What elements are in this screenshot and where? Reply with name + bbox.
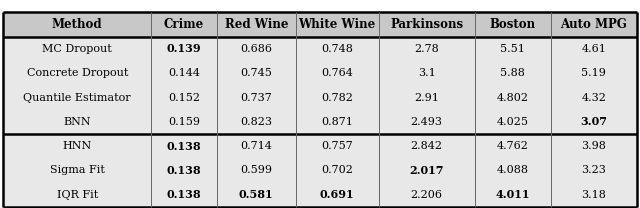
Text: 0.737: 0.737 [241, 93, 272, 103]
Text: IQR Fit: IQR Fit [56, 190, 98, 200]
Text: 3.18: 3.18 [581, 190, 606, 200]
Text: 3.1: 3.1 [418, 68, 436, 78]
Text: Red Wine: Red Wine [225, 18, 288, 31]
Bar [3, 183, 637, 207]
Text: 3.98: 3.98 [581, 141, 606, 151]
Text: HNN: HNN [63, 141, 92, 151]
Text: 4.762: 4.762 [497, 141, 529, 151]
Text: 4.011: 4.011 [495, 189, 530, 200]
Text: 4.088: 4.088 [497, 166, 529, 176]
Text: 0.823: 0.823 [240, 117, 272, 127]
Text: 4.025: 4.025 [497, 117, 529, 127]
Text: Parkinsons: Parkinsons [390, 18, 463, 31]
Text: 5.19: 5.19 [581, 68, 606, 78]
Text: Method: Method [52, 18, 102, 31]
Text: 0.138: 0.138 [166, 165, 202, 176]
Text: Concrete Dropout: Concrete Dropout [26, 68, 128, 78]
Text: BNN: BNN [63, 117, 91, 127]
Text: 4.802: 4.802 [497, 93, 529, 103]
Text: 0.686: 0.686 [240, 44, 272, 54]
Text: 5.51: 5.51 [500, 44, 525, 54]
Text: 2.842: 2.842 [411, 141, 443, 151]
Text: MC Dropout: MC Dropout [42, 44, 112, 54]
Text: 0.702: 0.702 [321, 166, 353, 176]
Text: 0.599: 0.599 [240, 166, 272, 176]
Bar [3, 61, 637, 85]
Text: Sigma Fit: Sigma Fit [50, 166, 105, 176]
Text: Boston: Boston [490, 18, 536, 31]
Text: 0.138: 0.138 [166, 141, 202, 152]
Text: 0.714: 0.714 [241, 141, 272, 151]
Bar [3, 110, 637, 134]
Text: 4.61: 4.61 [581, 44, 606, 54]
Text: 0.138: 0.138 [166, 189, 202, 200]
Text: 4.32: 4.32 [581, 93, 606, 103]
Text: 0.745: 0.745 [241, 68, 272, 78]
Text: Crime: Crime [164, 18, 204, 31]
Text: Quantile Estimator: Quantile Estimator [24, 93, 131, 103]
Text: 0.152: 0.152 [168, 93, 200, 103]
Text: 0.144: 0.144 [168, 68, 200, 78]
Text: 0.581: 0.581 [239, 189, 274, 200]
Text: Auto MPG: Auto MPG [561, 18, 627, 31]
Text: 0.757: 0.757 [321, 141, 353, 151]
Text: 5.88: 5.88 [500, 68, 525, 78]
Bar [3, 37, 637, 61]
Text: 0.748: 0.748 [321, 44, 353, 54]
Text: 2.206: 2.206 [411, 190, 443, 200]
Text: 0.764: 0.764 [321, 68, 353, 78]
Bar [3, 12, 637, 37]
Text: 0.871: 0.871 [321, 117, 353, 127]
Text: 2.493: 2.493 [411, 117, 443, 127]
Bar [3, 85, 637, 110]
Text: 2.017: 2.017 [410, 165, 444, 176]
Text: 0.782: 0.782 [321, 93, 353, 103]
Bar [3, 134, 637, 158]
Text: 2.91: 2.91 [414, 93, 439, 103]
Text: 2.78: 2.78 [414, 44, 439, 54]
Text: White Wine: White Wine [299, 18, 376, 31]
Text: 3.07: 3.07 [580, 116, 607, 127]
Bar [3, 158, 637, 183]
Text: 0.691: 0.691 [320, 189, 355, 200]
Text: 3.23: 3.23 [581, 166, 606, 176]
Text: 0.159: 0.159 [168, 117, 200, 127]
Text: 0.139: 0.139 [166, 43, 202, 54]
